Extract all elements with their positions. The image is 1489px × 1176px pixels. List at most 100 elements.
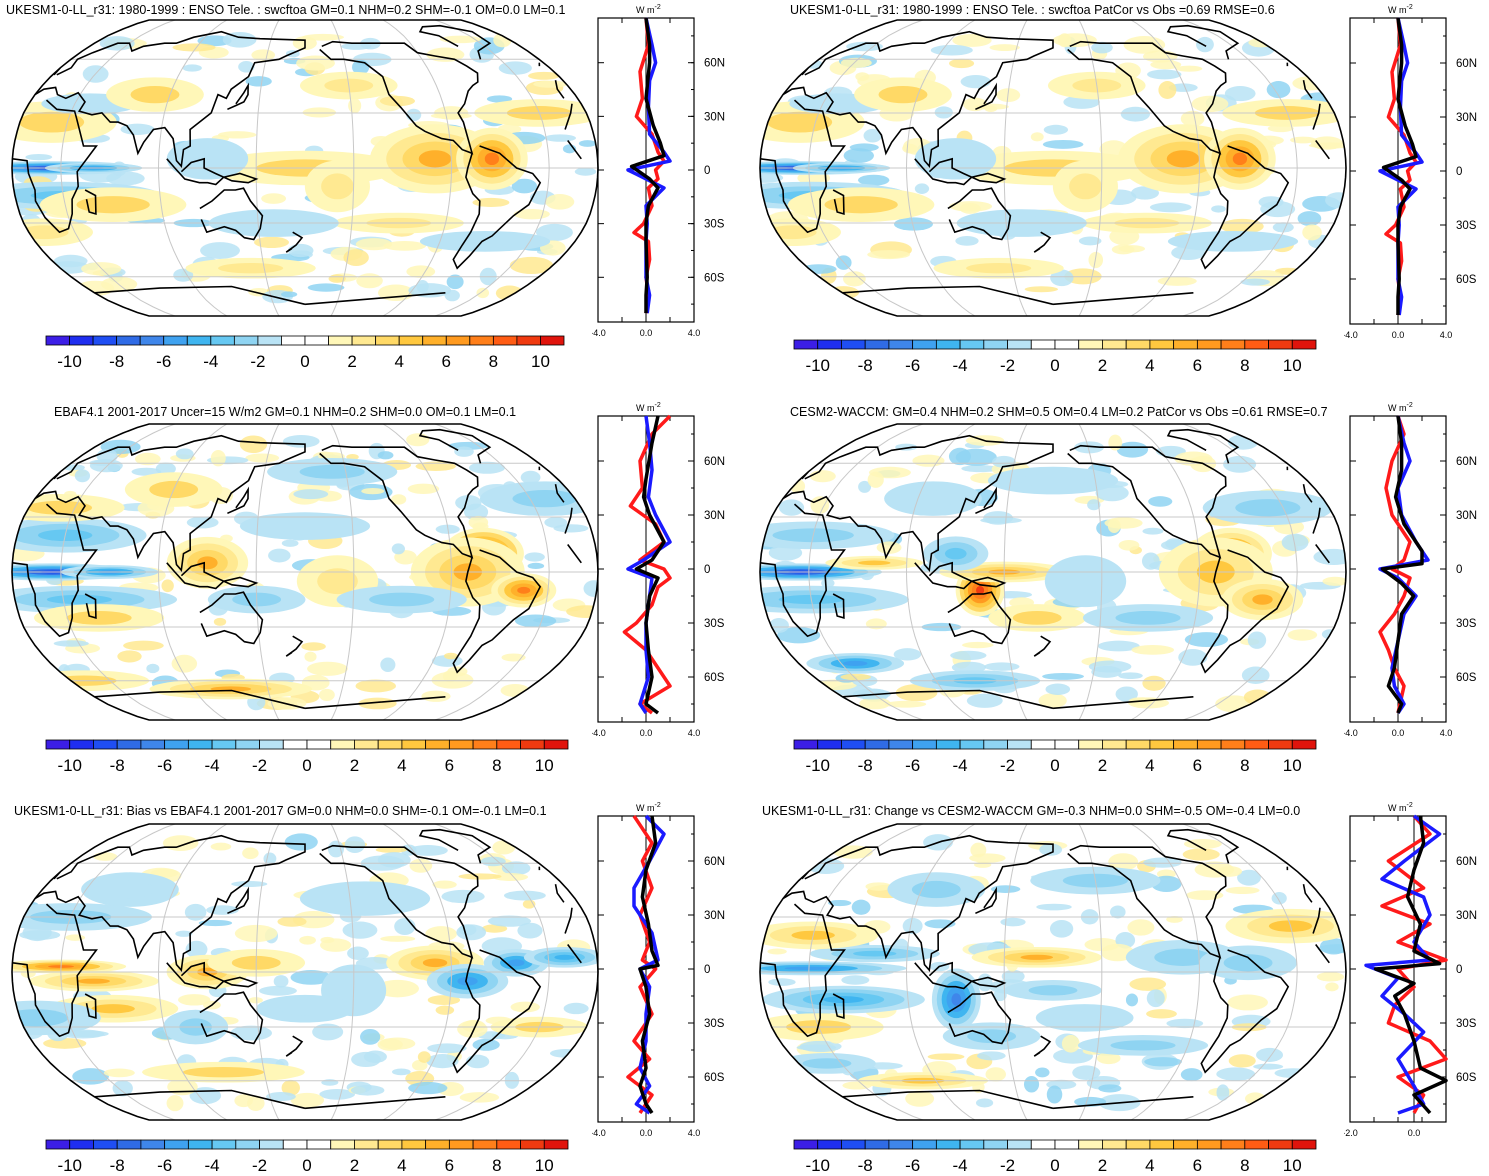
colorbar-label: 4 bbox=[394, 352, 403, 371]
colorbar-label: 4 bbox=[1145, 356, 1154, 375]
colorbar-box bbox=[259, 739, 284, 750]
colorbar-box bbox=[448, 1139, 474, 1150]
colorbar-box bbox=[983, 1139, 1008, 1150]
colorbar-box bbox=[888, 339, 914, 350]
colorbar-label: 6 bbox=[1193, 1156, 1202, 1175]
colorbar-box bbox=[45, 335, 70, 346]
colorbar-box bbox=[540, 335, 565, 346]
colorbar-box bbox=[469, 335, 494, 346]
colorbar-box bbox=[1054, 1139, 1080, 1150]
profile-x-label: 0.0 bbox=[1392, 728, 1405, 738]
lat-label: 60S bbox=[1456, 1072, 1477, 1084]
colorbar-box bbox=[1220, 739, 1246, 750]
colorbar-box bbox=[1102, 739, 1127, 750]
colorbar-box bbox=[328, 335, 353, 346]
profile-x-label: 0.0 bbox=[1392, 330, 1405, 340]
colorbar-box bbox=[1030, 1139, 1056, 1150]
colorbar-box bbox=[983, 339, 1008, 350]
field-layer bbox=[760, 424, 1346, 720]
colorbar-boxes bbox=[45, 739, 569, 750]
lat-label: 60S bbox=[1456, 274, 1477, 286]
colorbar-box bbox=[354, 739, 379, 750]
lat-label: 60S bbox=[704, 272, 725, 284]
colorbar-box bbox=[330, 739, 355, 750]
colorbar-boxes bbox=[793, 739, 1317, 750]
colorbar-box bbox=[912, 739, 937, 750]
profile-line-blue bbox=[1364, 814, 1442, 1115]
colorbar: -10 -8 -6 -4 -2 0 2 4 6 8 10 bbox=[793, 1139, 1317, 1175]
profile-x-label: 4.0 bbox=[1440, 728, 1453, 738]
colorbar-label: -2 bbox=[1000, 1156, 1015, 1175]
map-border bbox=[11, 823, 599, 1121]
colorbar-box bbox=[935, 739, 961, 750]
colorbar-box bbox=[1244, 1139, 1269, 1150]
panel-title: EBAF4.1 2001-2017 Uncer=15 W/m2 GM=0.1 N… bbox=[54, 405, 517, 419]
colorbar-box bbox=[1030, 739, 1056, 750]
profile-line-black bbox=[1380, 415, 1424, 714]
lat-label: 30S bbox=[1456, 618, 1477, 630]
colorbar-box bbox=[164, 1139, 189, 1150]
colorbar-box bbox=[864, 739, 890, 750]
colorbar-box bbox=[543, 1139, 569, 1150]
colorbar-box bbox=[448, 739, 474, 750]
lat-label: 30N bbox=[704, 111, 725, 123]
colorbar-box bbox=[164, 739, 189, 750]
colorbar-box bbox=[983, 739, 1008, 750]
colorbar-box bbox=[139, 335, 165, 346]
colorbar-label: -2 bbox=[1000, 756, 1015, 775]
colorbar-boxes bbox=[45, 335, 565, 346]
colorbar-label: -4 bbox=[205, 756, 220, 775]
colorbar-box bbox=[351, 335, 377, 346]
lat-label: 60S bbox=[1456, 672, 1477, 684]
colorbar-box bbox=[235, 1139, 260, 1150]
colorbar-label: -2 bbox=[250, 352, 265, 371]
colorbar-label: -2 bbox=[252, 1156, 267, 1175]
colorbar-box bbox=[1054, 339, 1080, 350]
lat-label: 30S bbox=[704, 1018, 725, 1030]
colorbar-box bbox=[330, 1139, 355, 1150]
lat-label: 0 bbox=[1456, 564, 1462, 576]
colorbar-box bbox=[959, 339, 985, 350]
profile-axes: 60N 30N 0 30S 60S bbox=[597, 415, 725, 723]
colorbar-label: -4 bbox=[953, 756, 968, 775]
profile-axes: 60N 30N 0 30S 60S bbox=[1349, 17, 1477, 325]
map-border bbox=[11, 19, 599, 317]
robinson-map bbox=[11, 423, 599, 721]
profile-line-red bbox=[622, 414, 672, 715]
colorbar-box bbox=[45, 739, 71, 750]
profile-unit: W m-2 bbox=[636, 4, 661, 15]
profile-x-label: 4.0 bbox=[1440, 330, 1453, 340]
colorbar-box bbox=[841, 739, 866, 750]
colorbar-box bbox=[398, 335, 424, 346]
colorbar-box bbox=[1291, 739, 1317, 750]
colorbar-label: 0 bbox=[1050, 1156, 1059, 1175]
colorbar-box bbox=[793, 739, 819, 750]
colorbar-boxes bbox=[45, 1139, 569, 1150]
colorbar-boxes bbox=[793, 339, 1317, 350]
lat-label: 30S bbox=[704, 219, 725, 231]
colorbar-box bbox=[959, 1139, 985, 1150]
profile-x-label: 4.0 bbox=[688, 728, 701, 738]
colorbar-box bbox=[1220, 1139, 1246, 1150]
colorbar-label: -6 bbox=[157, 1156, 172, 1175]
colorbar-box bbox=[543, 739, 569, 750]
colorbar-box bbox=[354, 1139, 379, 1150]
panel-title: UKESM1-0-LL_r31: 1980-1999 : ENSO Tele. … bbox=[790, 3, 1275, 17]
colorbar-box bbox=[1007, 339, 1032, 350]
lat-label: 0 bbox=[704, 564, 710, 576]
colorbar-box bbox=[377, 739, 403, 750]
colorbar-box bbox=[1030, 339, 1056, 350]
colorbar-label: -2 bbox=[252, 756, 267, 775]
colorbar-box bbox=[93, 1139, 118, 1150]
colorbar-label: -10 bbox=[57, 756, 82, 775]
lat-label: 30S bbox=[704, 618, 725, 630]
colorbar-label: 10 bbox=[531, 352, 550, 371]
colorbar-label: -2 bbox=[1000, 356, 1015, 375]
colorbar-box bbox=[516, 335, 541, 346]
colorbar-box bbox=[1149, 1139, 1175, 1150]
zonal-mean-profile: 60N 30N 0 30S 60S W m-2 -2.0 0.0 bbox=[1344, 802, 1477, 1138]
colorbar-box bbox=[817, 739, 842, 750]
colorbar-box bbox=[257, 335, 282, 346]
coastlines bbox=[760, 828, 1330, 1110]
colorbar-box bbox=[817, 1139, 842, 1150]
